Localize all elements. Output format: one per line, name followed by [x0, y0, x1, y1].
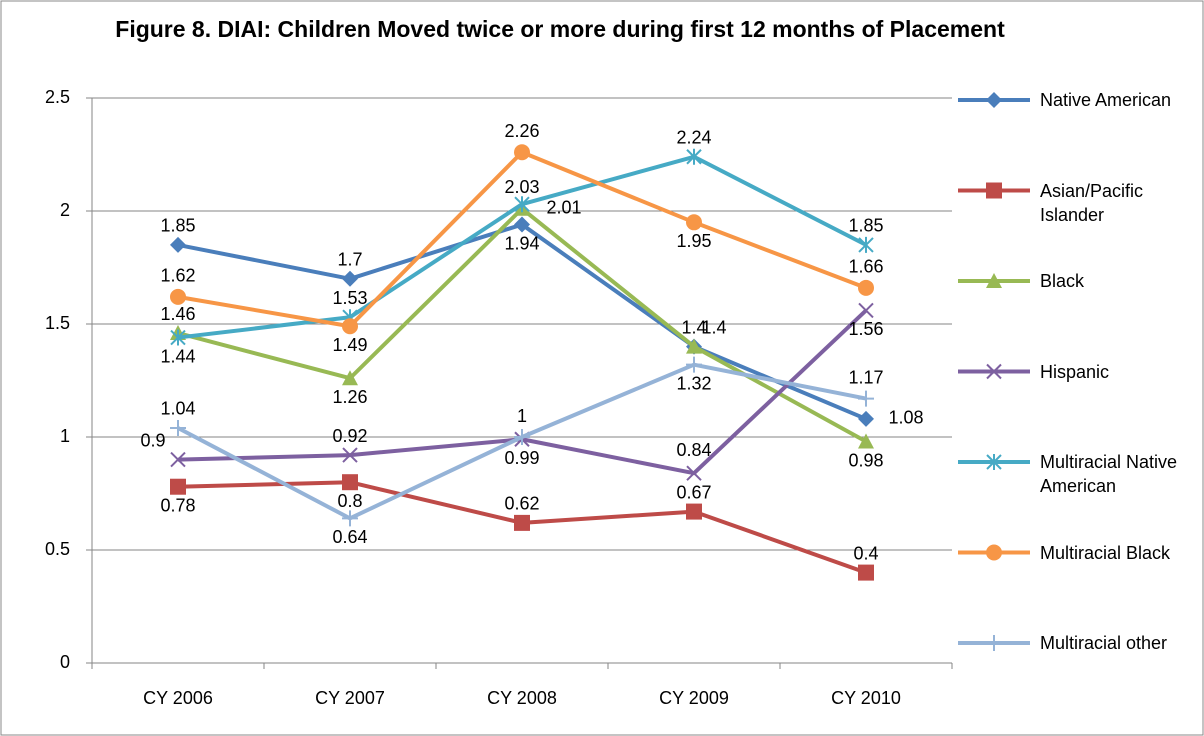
data-label: 0.92 — [332, 426, 367, 446]
data-label: 0.8 — [337, 491, 362, 511]
data-label: 1.49 — [332, 335, 367, 355]
data-label: 2.03 — [504, 177, 539, 197]
x-tick-label: CY 2009 — [659, 688, 729, 708]
data-point — [686, 214, 702, 231]
data-label: 0.9 — [140, 430, 165, 450]
legend-marker — [986, 273, 1002, 288]
legend-label: Native American — [1040, 90, 1172, 110]
data-label: 1.32 — [676, 373, 711, 393]
data-point — [686, 503, 702, 520]
data-point — [342, 270, 358, 287]
data-label: 0.99 — [504, 448, 539, 468]
data-label: 1.66 — [848, 257, 883, 277]
y-tick-label: 0 — [60, 652, 70, 672]
data-point — [686, 356, 702, 373]
data-point — [170, 236, 186, 253]
data-label: 1.85 — [848, 216, 883, 236]
data-point — [514, 216, 530, 233]
y-tick-label: 0.5 — [45, 539, 70, 559]
series-line — [177, 222, 867, 421]
legend-marker — [986, 544, 1002, 561]
data-label: 1.4 — [681, 317, 706, 337]
x-tick-label: CY 2007 — [315, 688, 385, 708]
data-point — [858, 410, 874, 427]
data-label: 1.26 — [332, 387, 367, 407]
data-label: 0.67 — [676, 482, 711, 502]
data-point — [342, 370, 358, 386]
data-label: 1.04 — [160, 399, 195, 419]
data-label: 2.26 — [504, 121, 539, 141]
data-label: 0.84 — [676, 440, 711, 460]
legend-marker — [986, 454, 1002, 470]
legend-label: Multiracial Black — [1040, 542, 1171, 563]
data-point — [170, 419, 186, 436]
data-point — [170, 329, 186, 346]
data-point — [858, 279, 874, 296]
data-label: 1.7 — [337, 250, 362, 270]
data-point — [858, 302, 874, 319]
data-label: 1.95 — [676, 231, 711, 251]
x-tick-label: CY 2008 — [487, 688, 557, 708]
data-point — [858, 236, 874, 253]
data-label: 1.85 — [160, 216, 195, 236]
legend-label: Asian/Pacific Islander — [1040, 180, 1144, 225]
legend-label: Black — [1040, 271, 1085, 291]
data-label: 2.01 — [546, 197, 581, 217]
legend-label: Multiracial Native American — [1040, 452, 1178, 496]
data-point — [170, 451, 186, 468]
data-label: 1.62 — [160, 266, 195, 286]
data-label: 1.17 — [848, 367, 883, 387]
data-label: 2.24 — [676, 128, 711, 148]
data-label: 1.46 — [160, 304, 195, 324]
data-label: 0.4 — [853, 543, 878, 563]
data-label: 1.44 — [160, 346, 195, 366]
y-tick-label: 1.5 — [45, 313, 70, 333]
data-label: 0.64 — [332, 527, 367, 547]
legend-marker — [986, 92, 1002, 108]
data-point — [858, 564, 874, 581]
data-point — [342, 447, 358, 463]
data-label: 1.4 — [701, 317, 726, 337]
data-label: 1 — [517, 406, 527, 426]
data-point — [170, 478, 186, 495]
data-point — [170, 288, 186, 305]
chart-title: Figure 8. DIAI: Children Moved twice or … — [115, 16, 1005, 42]
data-point — [686, 465, 702, 481]
legend-marker — [986, 182, 1002, 199]
data-label: 1.94 — [504, 233, 539, 253]
x-tick-label: CY 2010 — [831, 688, 901, 708]
legend-marker — [986, 363, 1002, 380]
y-tick-label: 1 — [60, 426, 70, 446]
data-point — [514, 514, 530, 531]
legend-label: Hispanic — [1040, 361, 1110, 382]
data-point — [514, 144, 530, 161]
data-point — [514, 196, 530, 213]
data-point — [686, 338, 702, 354]
data-point — [342, 318, 358, 335]
data-label: 0.78 — [160, 495, 195, 515]
data-point — [686, 148, 702, 165]
data-point — [342, 474, 358, 491]
data-point — [342, 510, 358, 527]
data-label: 0.62 — [504, 494, 539, 514]
data-point — [514, 429, 530, 445]
data-point — [858, 433, 874, 449]
data-label: 1.56 — [848, 319, 883, 339]
data-label: 1.53 — [332, 288, 367, 308]
x-tick-label: CY 2006 — [143, 688, 213, 708]
y-tick-label: 2.5 — [45, 87, 70, 107]
legend-marker — [986, 635, 1002, 651]
legend-label: Multiracial other — [1040, 633, 1168, 653]
data-label: 0.98 — [848, 450, 883, 470]
data-label: 1.08 — [888, 408, 923, 428]
data-point — [858, 390, 874, 407]
y-tick-label: 2 — [60, 200, 70, 220]
